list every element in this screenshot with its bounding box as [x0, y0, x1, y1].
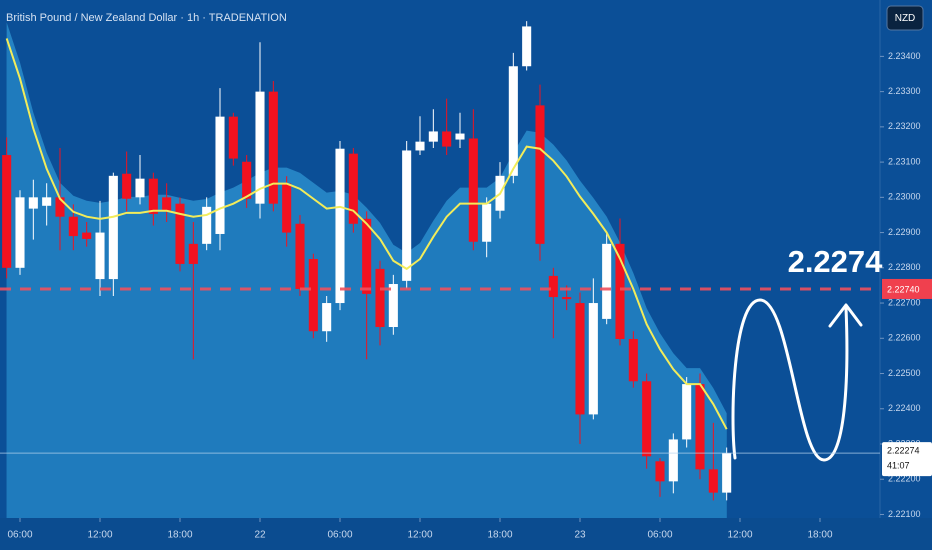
candle-body — [82, 232, 92, 239]
y-tick-label: 2.23100 — [888, 156, 921, 166]
candle-body — [55, 197, 65, 217]
candle-body — [242, 161, 252, 199]
candle-body — [202, 206, 212, 244]
ma-line — [5, 38, 728, 430]
y-tick-label: 2.23400 — [888, 51, 921, 61]
candle-body — [135, 178, 145, 198]
target-label-box — [882, 278, 932, 299]
candle-body — [695, 384, 705, 470]
candle-body — [522, 26, 532, 67]
x-tick-label: 06:00 — [327, 530, 352, 541]
target-annotation: 2.2274 — [788, 244, 884, 279]
y-tick-label: 2.22600 — [888, 333, 921, 343]
x-tick-label: 22 — [254, 530, 266, 541]
candle-body — [468, 138, 478, 242]
candle-body — [188, 243, 198, 264]
candle-body — [2, 155, 12, 268]
x-axis-panel — [0, 518, 932, 550]
candle-body — [682, 384, 692, 440]
candle-body — [588, 303, 598, 415]
candle-body — [402, 150, 412, 281]
candle-body — [428, 131, 438, 142]
countdown: 41:07 — [887, 461, 910, 471]
candle-body — [348, 153, 358, 224]
candle-body — [322, 303, 332, 332]
y-tick-label: 2.22500 — [888, 368, 921, 378]
candle-body — [148, 178, 158, 214]
candle-body — [575, 303, 585, 415]
candle-body — [228, 116, 238, 159]
candle-body — [708, 469, 718, 493]
x-tick-label: 06:00 — [647, 530, 672, 541]
candle-body — [42, 197, 52, 206]
current-label: 2.22274 — [887, 446, 920, 456]
candle-body — [628, 338, 638, 382]
y-tick-label: 2.22200 — [888, 474, 921, 484]
candle-body — [375, 268, 385, 328]
candle-body — [308, 259, 318, 332]
candle-body — [482, 203, 492, 242]
x-tick-label: 12:00 — [407, 530, 432, 541]
candle-body — [455, 133, 465, 140]
x-tick-label: 23 — [574, 530, 586, 541]
candle-body — [602, 243, 612, 319]
plot-area — [2, 21, 732, 519]
candle-body — [68, 216, 78, 237]
x-tick-label: 12:00 — [727, 530, 752, 541]
candle-body — [95, 232, 105, 280]
y-tick-label: 2.22900 — [888, 227, 921, 237]
candle-body — [642, 381, 652, 457]
candle-body — [15, 197, 25, 268]
currency-label: NZD — [895, 13, 916, 24]
y-tick-label: 2.22400 — [888, 403, 921, 413]
candle-body — [162, 197, 172, 211]
candle-body — [122, 173, 132, 199]
candle-body — [388, 284, 398, 328]
x-tick-label: 18:00 — [807, 530, 832, 541]
candle-body — [108, 175, 118, 280]
candle-body — [295, 223, 305, 289]
y-tick-label: 2.23300 — [888, 86, 921, 96]
candle-body — [255, 91, 265, 204]
candle-body — [668, 439, 678, 482]
y-tick-label: 2.22800 — [888, 262, 921, 272]
candle-body — [442, 131, 452, 147]
candle-body — [28, 197, 38, 209]
x-tick-label: 18:00 — [167, 530, 192, 541]
candle-body — [508, 66, 518, 176]
candle-body — [282, 183, 292, 233]
candle-body — [615, 243, 625, 339]
x-tick-label: 12:00 — [87, 530, 112, 541]
arrow-head — [828, 303, 863, 328]
candle-body — [175, 203, 185, 264]
current-label-box — [882, 442, 932, 477]
candle-body — [722, 453, 732, 493]
candle-body — [362, 218, 372, 294]
candle-body — [268, 91, 278, 204]
candle-body — [548, 275, 558, 298]
x-tick-label: 06:00 — [7, 530, 32, 541]
candle-body — [415, 141, 425, 151]
x-tick-label: 18:00 — [487, 530, 512, 541]
chart-title: British Pound / New Zealand Dollar · 1h … — [6, 12, 287, 24]
y-tick-label: 2.23000 — [888, 192, 921, 202]
candle-body — [562, 297, 572, 300]
y-tick-label: 2.23200 — [888, 121, 921, 131]
arrow-path — [731, 298, 849, 462]
candle-body — [335, 148, 345, 304]
candle-body — [215, 116, 225, 234]
candle-body — [535, 105, 545, 244]
currency-button[interactable] — [886, 5, 924, 31]
y-tick-label: 2.22700 — [888, 297, 921, 307]
y-tick-label: 2.22100 — [888, 509, 921, 519]
target-label: 2.22740 — [887, 284, 920, 294]
candle-body — [655, 461, 665, 482]
